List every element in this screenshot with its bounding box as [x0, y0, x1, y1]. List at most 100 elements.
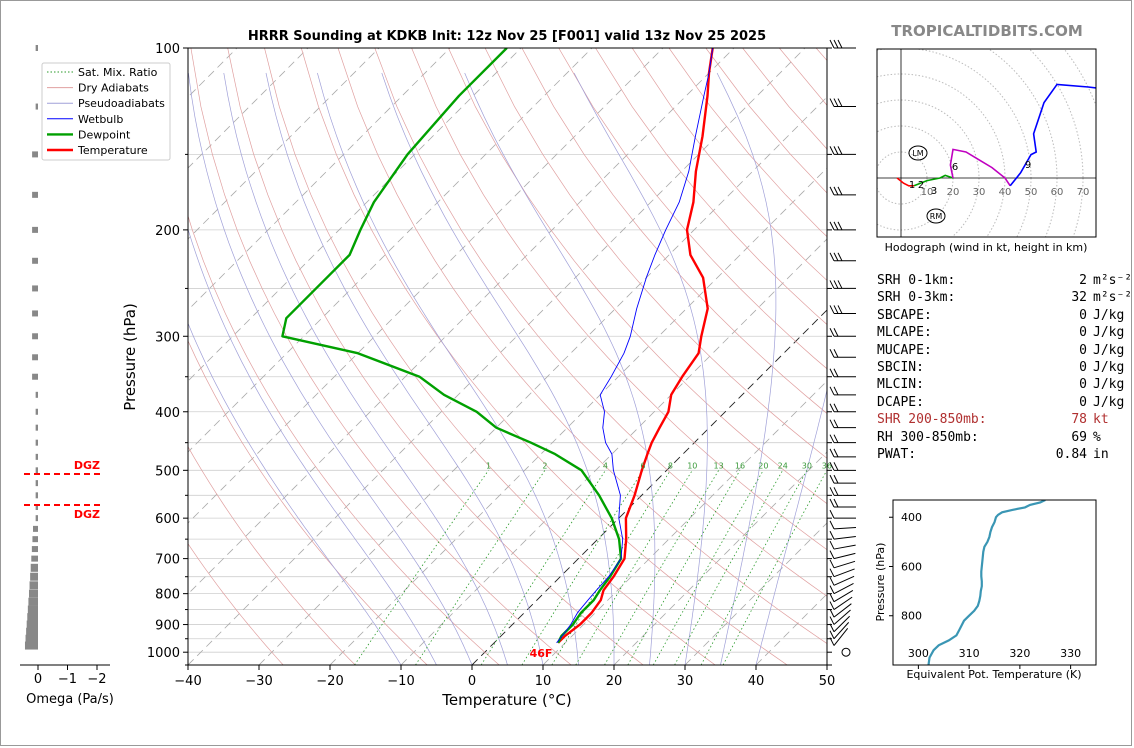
y-tick-label: 1000 — [147, 646, 180, 661]
wind-barb — [829, 39, 856, 49]
x-axis-label: Temperature (°C) — [441, 691, 571, 709]
omega-bar — [35, 391, 38, 398]
barb-feather — [829, 419, 835, 428]
dry-adiabat — [484, 48, 827, 459]
isotherm-line — [188, 48, 522, 382]
wind-barb — [829, 540, 856, 550]
hodograph-ring-label: 60 — [1051, 187, 1064, 198]
y-tick-label: 900 — [155, 619, 180, 634]
barb-feather — [829, 462, 835, 471]
dry-adiabat — [448, 48, 827, 505]
barb-feather — [829, 601, 835, 610]
barb-feather — [829, 474, 835, 484]
omega-bar — [35, 467, 38, 474]
theta-e-ticks: 300 310 320 330 400 600 800 — [889, 511, 1081, 669]
mix-ratio-label: 30 — [802, 461, 812, 470]
legend-label: Pseudoadiabats — [78, 97, 165, 110]
x-tick-label: 20 — [606, 674, 623, 689]
height-label: 9 — [1025, 160, 1031, 171]
theta-e-y-label: Pressure (hPa) — [874, 543, 887, 622]
omega-bar — [26, 627, 38, 636]
mix-ratio-labels: 1 2 4 6 8 10 13 16 20 24 30 36 — [486, 461, 832, 470]
omega-bar — [32, 151, 38, 158]
dry-adiabat — [188, 340, 428, 665]
omega-bar — [35, 439, 38, 446]
stat-unit: m²s⁻² — [1093, 290, 1133, 306]
stat-row: SRH 0-1km: 2 m²s⁻² — [877, 272, 1132, 289]
x-tick-label: 50 — [819, 674, 836, 689]
y-tick-label: 500 — [155, 464, 180, 479]
theta-e-profile — [927, 500, 1046, 665]
wind-barb — [829, 575, 855, 586]
stat-row: MLCIN: 0 J/kg — [877, 376, 1132, 393]
dry-adiabat — [558, 48, 827, 370]
barb-feather — [833, 462, 839, 471]
moist-adiabat — [381, 72, 615, 665]
mix-ratio-label: 20 — [758, 461, 768, 470]
barb-feather — [829, 509, 835, 519]
hodograph-ring-label: 10 — [921, 187, 934, 198]
height-label: 2 — [918, 180, 924, 191]
moist-adiabat — [265, 72, 544, 665]
omega-bar — [32, 257, 38, 264]
stat-value: 0.84 — [1055, 447, 1087, 463]
hodograph-ring-label: 30 — [973, 187, 986, 198]
wind-barb — [829, 628, 849, 646]
x-tick-label: −40 — [174, 674, 201, 689]
moist-adiabat — [188, 227, 437, 665]
barb-staff — [833, 575, 855, 586]
hodograph-trace — [913, 174, 954, 187]
y-tick-label: 200 — [155, 224, 180, 239]
wind-barb — [829, 403, 856, 413]
stat-value: 0 — [1079, 325, 1087, 341]
theta-e-y-tick-label: 400 — [901, 511, 922, 524]
wind-barb — [829, 520, 856, 530]
wind-barb — [829, 498, 856, 508]
mix-ratio-label: 4 — [603, 461, 608, 470]
omega-bar — [32, 373, 38, 380]
isotherm-line — [188, 48, 735, 595]
barb-feather — [837, 146, 843, 155]
dry-adiabat — [300, 48, 788, 665]
stat-unit: J/kg — [1093, 360, 1125, 376]
hodograph-ring-label: 40 — [999, 187, 1012, 198]
barb-feather — [829, 550, 835, 559]
wind-barb — [829, 568, 855, 578]
barb-feather — [833, 498, 839, 508]
stat-row: MUCAPE: 0 J/kg — [877, 342, 1132, 359]
dry-adiabat — [595, 48, 827, 325]
moist-adiabat — [755, 388, 827, 665]
moist-adiabat — [464, 72, 656, 665]
wind-barb — [829, 583, 854, 595]
isotherm-line — [613, 451, 827, 665]
stat-value: 69 — [1071, 429, 1087, 445]
wind-barb — [829, 419, 856, 429]
moist-adiabat — [223, 72, 508, 665]
theta-e-y-tick-label: 800 — [901, 610, 922, 623]
dgz-bottom-label: DGZ — [74, 508, 100, 521]
stat-value: 2 — [1079, 273, 1087, 288]
omega-bar — [25, 634, 38, 643]
hodograph-border — [876, 48, 1097, 238]
omega-bar — [28, 597, 38, 606]
calm-circle — [841, 647, 851, 657]
barb-feather — [833, 349, 839, 358]
moist-adiabat — [573, 72, 708, 665]
stat-label: SHR 200-850mb: — [877, 412, 987, 428]
stat-label: PWAT: — [877, 447, 917, 463]
y-ticks: 100 200 300 400 500 600 700 800 900 1000 — [147, 42, 832, 666]
dry-adiabat — [190, 48, 572, 665]
barb-feather — [837, 186, 843, 196]
mix-ratio-label: 8 — [668, 461, 673, 470]
isotherm-line — [188, 48, 806, 665]
wind-barb — [829, 305, 856, 314]
theta-e-x-label: Equivalent Pot. Temperature (K) — [906, 668, 1081, 681]
omega-bar — [35, 480, 38, 487]
profile-dewpoint — [281, 48, 623, 644]
stat-row: SBCAPE: 0 J/kg — [877, 307, 1132, 324]
dry-adiabat — [374, 48, 827, 597]
isotherm-line — [188, 48, 593, 453]
omega-bar — [35, 424, 38, 431]
